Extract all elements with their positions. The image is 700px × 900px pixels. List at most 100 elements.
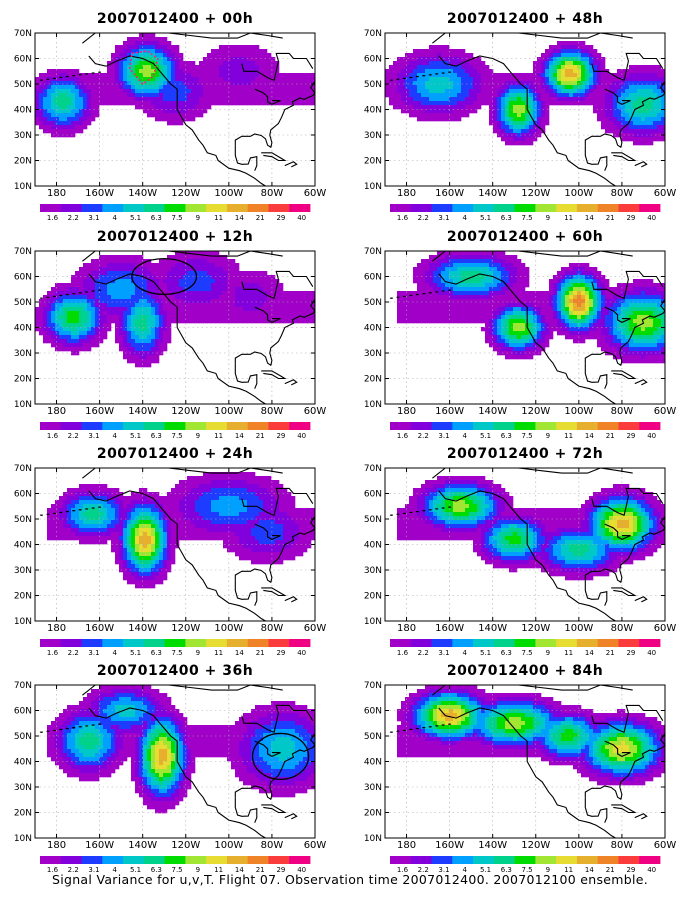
field-cell xyxy=(95,773,100,778)
field-cell xyxy=(147,697,152,702)
field-cell xyxy=(307,544,312,549)
field-cell xyxy=(159,271,164,276)
field-cell xyxy=(119,97,124,102)
field-cell xyxy=(195,89,200,94)
field-cell xyxy=(251,733,256,738)
field-cell xyxy=(47,299,52,304)
field-cell xyxy=(127,45,132,50)
field-cell xyxy=(251,741,256,746)
field-cell xyxy=(311,77,315,82)
field-cell xyxy=(127,689,132,694)
field-cell xyxy=(135,500,140,505)
field-cell xyxy=(171,528,176,533)
field-cell xyxy=(283,315,288,320)
field-cell xyxy=(103,93,108,98)
field-cell xyxy=(103,85,108,90)
field-cell xyxy=(275,528,280,533)
field-cell xyxy=(103,492,108,497)
field-cell xyxy=(167,73,172,78)
field-cell xyxy=(147,540,152,545)
field-cell xyxy=(283,785,288,790)
field-cell xyxy=(199,524,204,529)
field-cell xyxy=(59,117,64,122)
field-cell xyxy=(91,504,96,509)
field-cell xyxy=(271,781,276,786)
field-cell xyxy=(163,283,168,288)
field-cell xyxy=(215,733,220,738)
field-cell xyxy=(219,53,224,58)
field-cell xyxy=(231,69,236,74)
island xyxy=(39,297,44,299)
field-cell xyxy=(111,524,116,529)
field-cell xyxy=(155,81,160,86)
field-cell xyxy=(151,725,156,730)
field-cell xyxy=(55,745,60,750)
island xyxy=(65,510,69,513)
field-cell xyxy=(223,53,228,58)
field-cell xyxy=(171,717,176,722)
field-cell xyxy=(267,789,272,794)
field-cell xyxy=(103,496,108,501)
field-cell xyxy=(115,53,120,58)
field-cell xyxy=(283,89,288,94)
field-cell xyxy=(291,713,296,718)
field-cell xyxy=(99,311,104,316)
field-cell xyxy=(179,303,184,308)
field-cell xyxy=(83,769,88,774)
island xyxy=(39,514,44,516)
field-cell xyxy=(83,504,88,509)
field-cell xyxy=(79,287,84,292)
field-cell xyxy=(163,765,168,770)
lat-tick-label: 70N xyxy=(14,464,32,474)
field-cell xyxy=(295,319,300,324)
field-cell xyxy=(135,65,140,70)
field-cell xyxy=(171,69,176,74)
field-cell xyxy=(111,536,116,541)
field-cell xyxy=(251,781,256,786)
field-cell xyxy=(143,516,148,521)
field-cell xyxy=(139,693,144,698)
field-cell xyxy=(183,785,188,790)
field-cell xyxy=(243,548,248,553)
field-cell xyxy=(239,77,244,82)
field-cell xyxy=(111,737,116,742)
field-cell xyxy=(275,291,280,296)
field-cell xyxy=(63,717,68,722)
field-cell xyxy=(167,93,172,98)
field-cell xyxy=(227,745,232,750)
field-cell xyxy=(99,516,104,521)
field-cell xyxy=(119,287,124,292)
field-cell xyxy=(139,351,144,356)
field-cell xyxy=(291,729,296,734)
field-cell xyxy=(67,311,72,316)
field-cell xyxy=(227,488,232,493)
field-cell xyxy=(147,701,152,706)
field-cell xyxy=(87,81,92,86)
field-cell xyxy=(175,793,180,798)
field-cell xyxy=(223,287,228,292)
field-cell xyxy=(59,73,64,78)
field-cell xyxy=(311,85,315,90)
field-cell xyxy=(259,504,264,509)
field-cell xyxy=(143,65,148,70)
field-cell xyxy=(191,749,196,754)
field-cell xyxy=(175,777,180,782)
field-cell xyxy=(247,781,252,786)
field-cell xyxy=(275,769,280,774)
field-cell xyxy=(215,303,220,308)
field-cell xyxy=(311,81,315,86)
field-cell xyxy=(255,713,260,718)
field-cell xyxy=(55,117,60,122)
field-cell xyxy=(99,93,104,98)
field-cell xyxy=(179,528,184,533)
field-cell xyxy=(271,275,276,280)
field-cell xyxy=(131,61,136,66)
field-cell xyxy=(195,307,200,312)
field-cell xyxy=(111,757,116,762)
field-cell xyxy=(151,57,156,62)
field-cell xyxy=(291,315,296,320)
field-cell xyxy=(75,109,80,114)
field-cell xyxy=(139,564,144,569)
field-cell xyxy=(267,729,272,734)
field-cell xyxy=(279,488,284,493)
